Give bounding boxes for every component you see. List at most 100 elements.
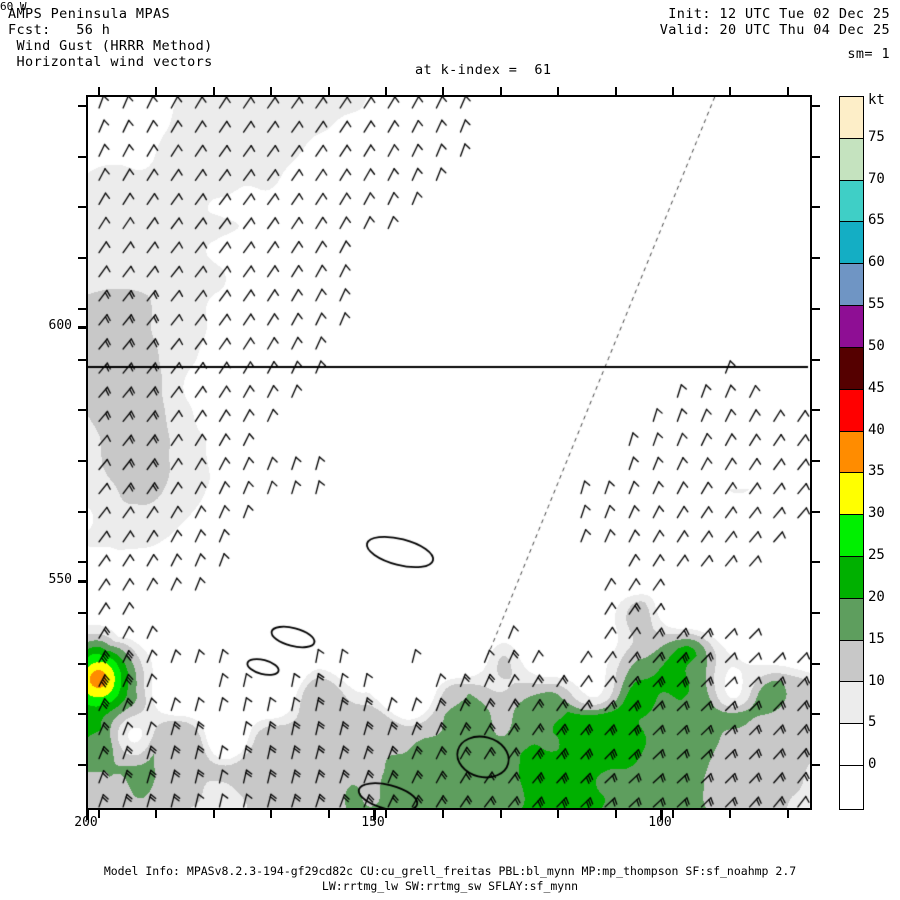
- y-minor-tick: [812, 409, 820, 412]
- x-minor-tick: [499, 87, 502, 95]
- y-axis-label-550: 550: [48, 572, 72, 587]
- y-axis-label-600: 600: [48, 318, 72, 333]
- y-minor-tick: [78, 459, 86, 462]
- colorbar-band-9: [840, 473, 863, 516]
- model-info-line-1: Model Info: MPASv8.2.3-194-gf29cd82c CU:…: [103, 864, 797, 878]
- y-minor-tick: [78, 561, 86, 564]
- x-minor-tick: [270, 87, 273, 95]
- x-axis-label-150: 150: [361, 815, 385, 830]
- x-minor-tick: [729, 810, 732, 818]
- valid-time: Valid: 20 UTC Thu 04 Dec 25: [659, 22, 890, 38]
- colorbar-tick-75: 75: [868, 128, 885, 145]
- y-minor-tick: [812, 764, 820, 767]
- colorbar-band-6: [840, 347, 863, 390]
- colorbar-unit-label: kt: [868, 92, 885, 108]
- forecast-hour: Fcst: 56 h: [8, 22, 111, 38]
- field-name: Wind Gust (HRRR Method): [8, 38, 213, 54]
- y-minor-tick: [78, 358, 86, 361]
- x-minor-tick: [385, 87, 387, 95]
- x-minor-tick: [327, 810, 330, 818]
- x-major-tick: [86, 810, 89, 820]
- k-index-label: at k-index = 61: [415, 62, 552, 78]
- longitude-top-label: 60 W: [0, 0, 27, 13]
- x-minor-tick: [499, 810, 502, 818]
- colorbar-band-2: [840, 180, 863, 223]
- x-minor-tick: [270, 810, 273, 818]
- x-minor-tick: [786, 87, 789, 95]
- header-left-block: AMPS Peninsula MPAS Fcst: 56 h Wind Gust…: [8, 6, 213, 70]
- y-minor-tick: [78, 612, 86, 614]
- x-minor-tick: [155, 87, 158, 95]
- y-minor-tick: [78, 764, 86, 767]
- y-minor-tick: [812, 155, 820, 158]
- y-minor-tick: [78, 713, 86, 716]
- colorbar-tick-50: 50: [868, 337, 885, 354]
- colorbar-band-11: [840, 556, 863, 599]
- colorbar-tick-15: 15: [868, 630, 885, 647]
- colorbar-band-0: [840, 97, 863, 139]
- colorbar-tick-70: 70: [868, 170, 885, 187]
- colorbar-band-10: [840, 515, 863, 557]
- y-minor-tick: [812, 612, 820, 614]
- y-minor-tick: [78, 307, 86, 310]
- colorbar-band-13: [840, 640, 863, 683]
- header-right-block: Init: 12 UTC Tue 02 Dec 25 Valid: 20 UTC…: [660, 6, 890, 38]
- x-major-tick: [373, 810, 376, 820]
- x-minor-tick: [442, 87, 445, 95]
- y-minor-tick: [78, 257, 86, 260]
- y-minor-tick: [78, 105, 86, 107]
- x-minor-tick: [672, 810, 674, 818]
- colorbar[interactable]: [839, 96, 864, 810]
- x-minor-tick: [729, 87, 732, 95]
- x-axis-label-100: 100: [648, 815, 672, 830]
- y-minor-tick: [812, 358, 820, 361]
- y-major-tick: [78, 580, 88, 583]
- colorbar-band-8: [840, 431, 863, 474]
- colorbar-tick-25: 25: [868, 547, 885, 564]
- colorbar-tick-45: 45: [868, 379, 885, 396]
- colorbar-band-15: [840, 724, 863, 766]
- colorbar-band-4: [840, 264, 863, 307]
- colorbar-tick-0: 0: [868, 756, 877, 773]
- colorbar-band-1: [840, 138, 863, 181]
- x-minor-tick: [672, 87, 674, 95]
- plot-title: AMPS Peninsula MPAS: [8, 6, 171, 22]
- colorbar-band-7: [840, 389, 863, 432]
- colorbar-tick-40: 40: [868, 421, 885, 438]
- colorbar-band-3: [840, 222, 863, 265]
- colorbar-band-16: [840, 766, 863, 808]
- y-minor-tick: [812, 459, 820, 462]
- colorbar-tick-10: 10: [868, 672, 885, 689]
- x-minor-tick: [155, 810, 158, 818]
- y-minor-tick: [812, 105, 820, 107]
- x-minor-tick: [385, 810, 387, 818]
- y-minor-tick: [812, 713, 820, 716]
- y-minor-tick: [78, 155, 86, 158]
- x-minor-tick: [614, 810, 617, 818]
- colorbar-tick-30: 30: [868, 505, 885, 522]
- x-minor-tick: [98, 87, 100, 95]
- vector-description: Horizontal wind vectors: [8, 54, 213, 70]
- x-axis-label-200: 200: [74, 815, 98, 830]
- x-minor-tick: [614, 87, 617, 95]
- y-minor-tick: [812, 510, 820, 513]
- x-minor-tick: [212, 810, 215, 818]
- y-minor-tick: [78, 510, 86, 513]
- colorbar-tick-60: 60: [868, 254, 885, 271]
- colorbar-tick-35: 35: [868, 463, 885, 480]
- smoothing-label: sm= 1: [847, 46, 890, 62]
- colorbar-band-5: [840, 306, 863, 348]
- y-minor-tick: [78, 206, 86, 209]
- colorbar-tick-20: 20: [868, 588, 885, 605]
- map-plot-area[interactable]: [86, 95, 812, 810]
- model-info-footer: Model Info: MPASv8.2.3-194-gf29cd82c CU:…: [0, 864, 900, 894]
- y-minor-tick: [812, 561, 820, 564]
- x-minor-tick: [557, 810, 560, 818]
- x-minor-tick: [212, 87, 215, 95]
- colorbar-band-12: [840, 598, 863, 641]
- y-major-tick: [78, 326, 88, 329]
- model-info-line-2: LW:rrtmg_lw SW:rrtmg_sw SFLAY:sf_mynn: [321, 879, 579, 893]
- y-minor-tick: [78, 409, 86, 412]
- x-minor-tick: [442, 810, 445, 818]
- x-minor-tick: [327, 87, 330, 95]
